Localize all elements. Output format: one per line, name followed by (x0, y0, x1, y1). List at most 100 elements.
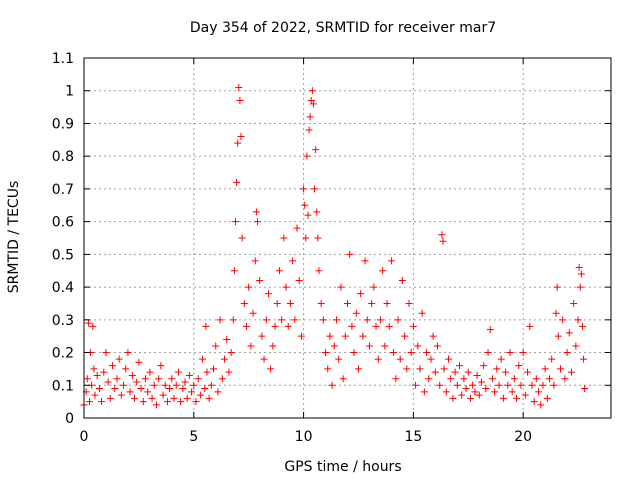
data-point (93, 371, 101, 379)
data-point (394, 316, 402, 324)
data-point (235, 83, 243, 91)
y-tick-label: 0 (65, 411, 74, 427)
data-point (460, 375, 468, 383)
data-point (122, 365, 130, 373)
data-point (253, 218, 261, 226)
data-point (289, 257, 297, 265)
data-point (128, 371, 136, 379)
data-point (159, 391, 167, 399)
data-point (102, 349, 110, 357)
data-point (554, 332, 562, 340)
data-point (486, 326, 494, 334)
data-point (436, 381, 444, 389)
data-point (313, 208, 321, 216)
data-point (350, 349, 358, 357)
data-point (392, 375, 400, 383)
data-point (553, 283, 561, 291)
data-point (106, 394, 114, 402)
data-point (237, 133, 245, 141)
data-point (309, 100, 317, 108)
data-point (398, 277, 406, 285)
data-point (427, 355, 435, 363)
data-point (240, 299, 248, 307)
data-point (210, 365, 218, 373)
data-point (302, 234, 310, 242)
data-point (352, 309, 360, 317)
data-point (273, 299, 281, 307)
data-point (275, 267, 283, 275)
data-point (535, 388, 543, 396)
data-point (144, 388, 152, 396)
data-point (438, 231, 446, 239)
data-point (541, 365, 549, 373)
data-point (157, 362, 165, 370)
data-point (312, 146, 320, 154)
x-tick-label: 10 (295, 429, 313, 445)
data-point (526, 322, 534, 330)
y-tick-label: 0.3 (52, 313, 74, 329)
data-point (513, 394, 521, 402)
data-point (493, 365, 501, 373)
y-axis-label: SRMTID / TECUs (6, 181, 22, 294)
data-point (262, 316, 270, 324)
data-point (354, 365, 362, 373)
data-points (80, 83, 589, 409)
data-point (510, 375, 518, 383)
data-point (252, 208, 260, 216)
data-point (341, 332, 349, 340)
data-point (126, 388, 134, 396)
y-tick-label: 0.7 (52, 182, 74, 198)
data-point (306, 113, 314, 121)
data-point (532, 375, 540, 383)
data-point (161, 381, 169, 389)
data-point (212, 342, 220, 350)
plot-frame (83, 57, 612, 419)
data-point (409, 322, 417, 330)
data-point (245, 283, 253, 291)
data-point (229, 316, 237, 324)
data-point (95, 385, 103, 393)
data-point (238, 234, 246, 242)
data-point (188, 388, 196, 396)
data-point (574, 316, 582, 324)
data-point (348, 322, 356, 330)
data-point (218, 375, 226, 383)
data-point (148, 394, 156, 402)
data-point (519, 349, 527, 357)
data-point (202, 322, 210, 330)
data-point (120, 381, 128, 389)
data-point (300, 185, 308, 193)
y-tick-label: 0.1 (52, 378, 74, 394)
data-point (464, 368, 472, 376)
data-point (234, 139, 242, 147)
data-point (305, 126, 313, 134)
data-point (475, 391, 483, 399)
data-point (412, 381, 420, 389)
data-point (267, 365, 275, 373)
data-point (131, 394, 139, 402)
data-point (567, 368, 575, 376)
data-point (295, 277, 303, 285)
data-point (477, 378, 485, 386)
data-point (546, 375, 554, 383)
data-point (174, 368, 182, 376)
data-point (484, 349, 492, 357)
data-point (376, 316, 384, 324)
data-point (315, 267, 323, 275)
data-point (311, 185, 319, 193)
data-point (223, 335, 231, 343)
data-point (256, 277, 264, 285)
data-point (84, 319, 92, 327)
data-point (293, 224, 301, 232)
data-point (326, 332, 334, 340)
data-point (216, 316, 224, 324)
data-point (251, 257, 259, 265)
data-point (401, 332, 409, 340)
data-point (577, 270, 585, 278)
data-point (201, 385, 209, 393)
data-point (491, 388, 499, 396)
data-point (196, 391, 204, 399)
data-point (563, 349, 571, 357)
data-point (152, 401, 160, 409)
data-point (502, 368, 510, 376)
